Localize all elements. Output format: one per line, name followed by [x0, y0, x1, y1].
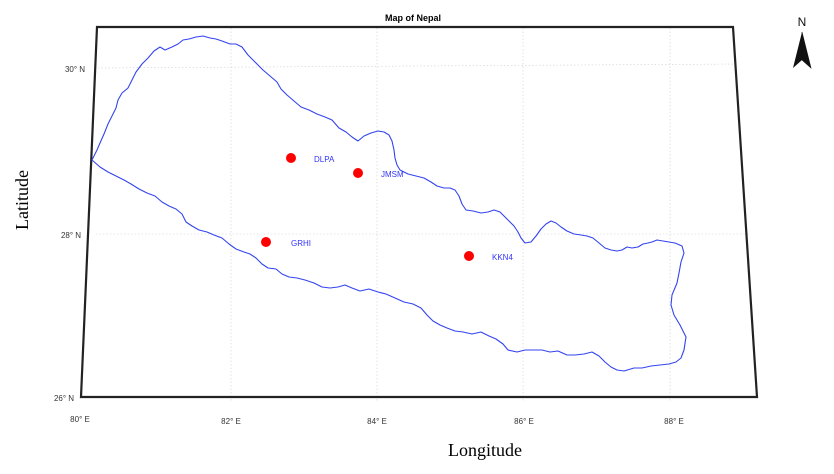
lon-tick-label: 88° E: [664, 417, 684, 426]
x-axis-title: Longitude: [448, 440, 522, 460]
station-jmsm: JMSM: [353, 168, 404, 179]
graticule: [96, 28, 749, 402]
lat-tick-label: 30° N: [65, 65, 85, 74]
north-label: N: [798, 15, 807, 29]
station-label: KKN4: [492, 253, 513, 262]
lon-tick-label: 82° E: [221, 417, 241, 426]
map-title: Map of Nepal: [385, 13, 441, 23]
y-axis-title: Latitude: [12, 170, 32, 230]
station-marker: [464, 251, 474, 261]
lon-tick-label: 84° E: [367, 417, 387, 426]
station-label: DLPA: [314, 155, 335, 164]
station-kkn4: KKN4: [464, 251, 513, 262]
map-frame: [79, 25, 759, 399]
nepal-border: [91, 35, 687, 372]
north-arrow-icon: N: [793, 15, 812, 69]
lat-tick-label: 28° N: [61, 231, 81, 240]
station-marker: [286, 153, 296, 163]
station-label: JMSM: [381, 170, 404, 179]
station-marker: [261, 237, 271, 247]
lon-tick-label: 86° E: [514, 417, 534, 426]
lon-tick-label: 80° E: [70, 415, 90, 424]
station-grhi: GRHI: [261, 237, 311, 248]
lat-tick-label: 26° N: [54, 394, 74, 403]
station-dlpa: DLPA: [286, 153, 335, 164]
station-label: GRHI: [291, 239, 311, 248]
station-marker: [353, 168, 363, 178]
